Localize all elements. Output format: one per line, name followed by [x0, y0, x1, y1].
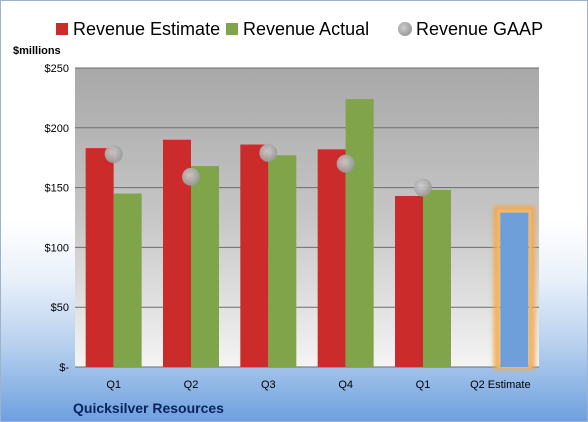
legend-swatch-revenue-estimate	[56, 23, 68, 35]
plot-area	[75, 68, 539, 367]
bar-revenue-estimate	[317, 149, 346, 367]
legend-label: Revenue GAAP	[416, 19, 543, 39]
bar-revenue-actual	[423, 189, 451, 367]
x-tick-label: Q2	[184, 379, 199, 391]
bar-revenue-actual	[191, 166, 219, 367]
marker-revenue-gaap	[414, 178, 432, 197]
x-tick-label: Q2 Estimate	[470, 379, 531, 391]
marker-revenue-gaap	[259, 143, 278, 162]
x-tick-label: Q3	[261, 379, 276, 391]
x-tick-label: Q1	[416, 379, 431, 391]
bar-revenue-estimate	[240, 144, 269, 367]
y-tick-label: $100	[45, 242, 69, 254]
bar-revenue-actual	[345, 99, 374, 367]
bar-revenue-estimate	[85, 148, 114, 367]
y-tick-label: $200	[45, 123, 69, 135]
bar-revenue-actual	[500, 212, 529, 367]
y-tick-label: $250	[45, 63, 69, 75]
y-tick-label: $150	[45, 183, 69, 195]
legend-label: Revenue Actual	[243, 19, 369, 39]
bar-revenue-actual	[113, 193, 142, 367]
bar-revenue-actual	[268, 155, 297, 367]
marker-revenue-gaap	[336, 154, 355, 173]
y-tick-label: $50	[51, 302, 69, 314]
marker-revenue-gaap	[182, 167, 200, 186]
bar-revenue-estimate	[395, 195, 423, 367]
company-name: Quicksilver Resources	[73, 400, 224, 416]
legend-label: Revenue Estimate	[73, 19, 220, 39]
y-tick-label: $-	[59, 362, 69, 374]
legend-swatch-revenue-actual	[226, 23, 238, 35]
y-axis-label: $millions	[13, 45, 61, 57]
x-tick-label: Q1	[106, 379, 121, 391]
x-tick-label: Q4	[338, 379, 353, 391]
legend-swatch-revenue-gaap	[398, 22, 412, 36]
marker-revenue-gaap	[104, 145, 123, 164]
